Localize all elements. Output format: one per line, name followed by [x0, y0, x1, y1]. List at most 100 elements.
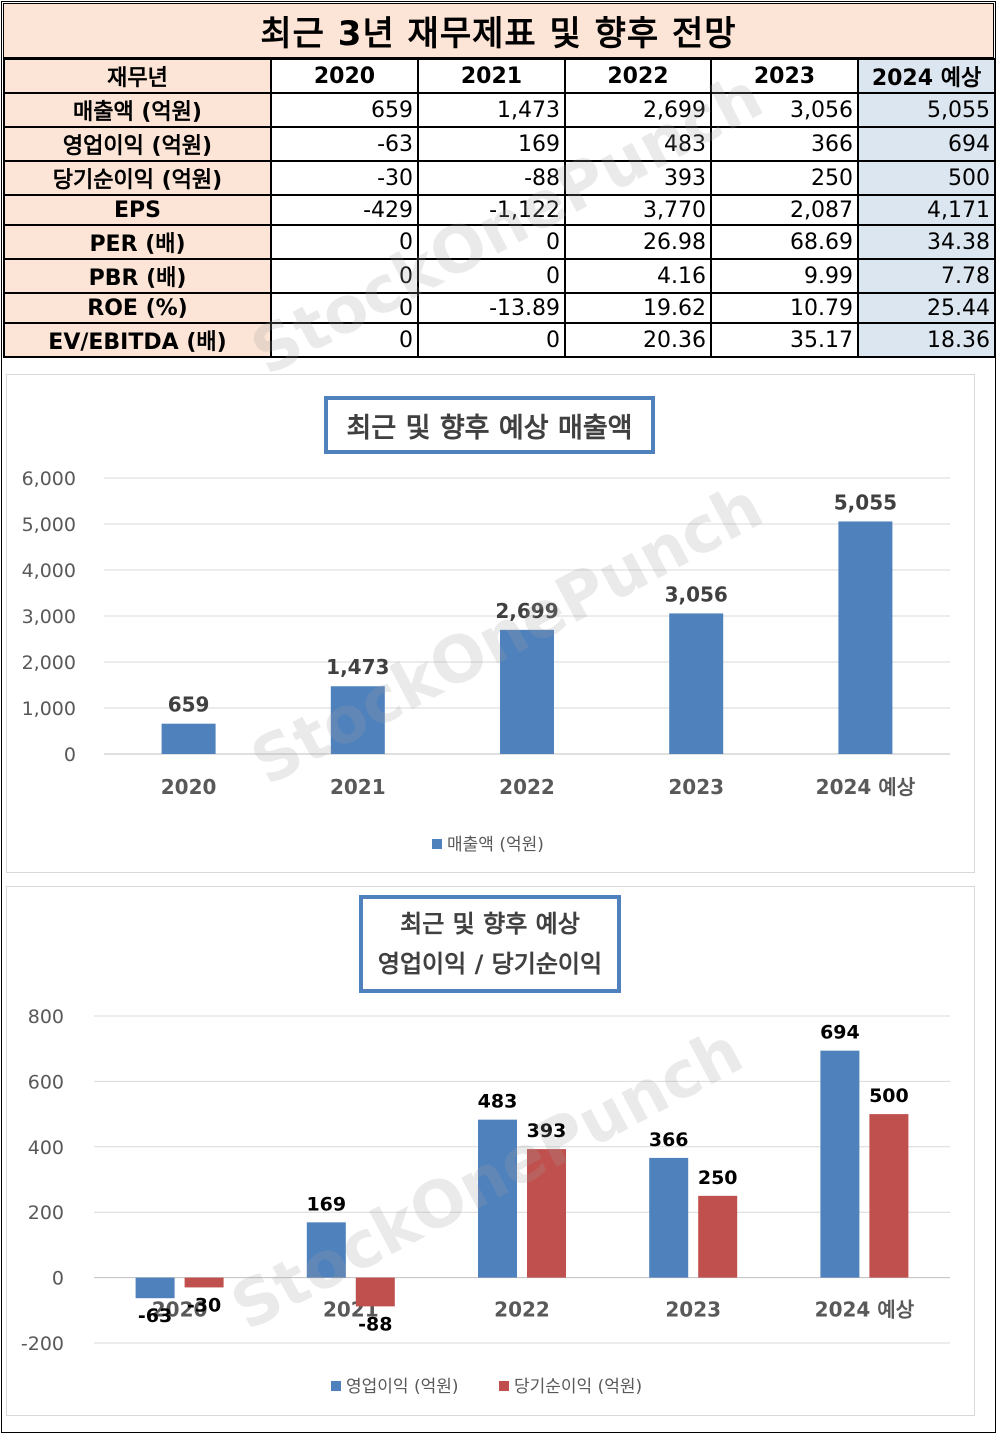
y-tick-label: 2,000 — [22, 652, 76, 674]
bar-net-profit — [527, 1149, 566, 1278]
data-label: -30 — [187, 1294, 221, 1316]
revenue-chart-panel — [6, 374, 975, 873]
data-label: 393 — [527, 1120, 567, 1142]
table-cell: 3,770 — [564, 194, 712, 226]
bar-revenue — [330, 686, 385, 754]
table-cell: 2,087 — [710, 194, 859, 226]
table-cell: 0 — [270, 292, 419, 324]
x-tick-label: 2024 예상 — [815, 1298, 915, 1322]
data-label: 250 — [698, 1167, 738, 1189]
x-tick-label: 2020 — [161, 775, 217, 799]
legend-swatch-net-profit — [499, 1381, 509, 1391]
row-label: ROE (%) — [3, 292, 272, 324]
table-corner-label: 재무년 — [3, 58, 272, 94]
table-header-row: 재무년 2020 2021 2022 2023 2024 예상 — [3, 58, 996, 94]
bar-net-profit — [355, 1277, 395, 1307]
data-label: 483 — [478, 1091, 518, 1113]
table-cell: -88 — [417, 160, 566, 196]
data-label: 5,055 — [834, 490, 897, 514]
table-cell: 19.62 — [564, 292, 712, 324]
y-tick-label: 5,000 — [22, 514, 76, 536]
table-cell: 34.38 — [857, 224, 996, 260]
y-tick-label: 3,000 — [22, 606, 76, 628]
table-cell: 25.44 — [857, 292, 996, 324]
table-cell: -429 — [270, 194, 419, 226]
table-row: EPS -429 -1,122 3,770 2,087 4,171 — [3, 194, 996, 226]
y-tick-label: 6,000 — [22, 468, 76, 490]
legend-label-operating-profit: 영업이익 (억원) — [346, 1377, 459, 1397]
data-label: 694 — [820, 1022, 860, 1044]
table-cell: 169 — [417, 126, 566, 162]
table-cell: -1,122 — [417, 194, 566, 226]
column-header: 2020 — [270, 58, 419, 94]
row-label: 매출액 (억원) — [3, 92, 272, 128]
table-cell: -13.89 — [417, 292, 566, 324]
table-row: 당기순이익 (억원) -30 -88 393 250 500 — [3, 160, 996, 196]
table-cell: 3,056 — [710, 92, 859, 128]
bar-operating-profit — [135, 1277, 175, 1299]
table-cell: 0 — [270, 258, 419, 294]
table-cell: 4,171 — [857, 194, 996, 226]
table-row: PER (배) 0 0 26.98 68.69 34.38 — [3, 224, 996, 260]
x-tick-label: 2022 — [494, 1298, 550, 1322]
data-label: 2,699 — [495, 599, 558, 623]
row-label: 영업이익 (억원) — [3, 126, 272, 162]
y-tick-label: 800 — [28, 1006, 64, 1028]
table-cell: 10.79 — [710, 292, 859, 324]
x-tick-label: 2022 — [499, 775, 555, 799]
column-header: 2021 — [417, 58, 566, 94]
bar-operating-profit — [306, 1222, 346, 1278]
bar-revenue — [838, 521, 893, 754]
x-tick-label: 2021 — [330, 775, 386, 799]
table-cell: 26.98 — [564, 224, 712, 260]
bar-revenue — [161, 723, 216, 754]
bar-net-profit — [184, 1277, 224, 1288]
data-label: 1,473 — [326, 655, 389, 679]
table-row: 매출액 (억원) 659 1,473 2,699 3,056 5,055 — [3, 92, 996, 128]
x-tick-label: 2023 — [668, 775, 724, 799]
page-title: 최근 3년 재무제표 및 향후 전망 — [3, 3, 994, 58]
y-tick-label: 0 — [52, 1268, 64, 1290]
profit-chart-title: 최근 및 향후 예상 영업이익 / 당기순이익 — [359, 895, 621, 993]
table-cell: 0 — [270, 322, 419, 358]
y-tick-label: -200 — [21, 1333, 64, 1355]
revenue-chart-title: 최근 및 향후 예상 매출액 — [324, 396, 655, 454]
table-cell: 500 — [857, 160, 996, 196]
table-row: 영업이익 (억원) -63 169 483 366 694 — [3, 126, 996, 162]
table-cell: 7.78 — [857, 258, 996, 294]
table-cell: 5,055 — [857, 92, 996, 128]
data-label: 659 — [168, 693, 210, 717]
row-label: PBR (배) — [3, 258, 272, 294]
profit-chart-title-line-2: 영업이익 / 당기순이익 — [377, 950, 603, 978]
y-tick-label: 200 — [28, 1202, 64, 1224]
table-cell: 659 — [270, 92, 419, 128]
data-label: 3,056 — [665, 582, 728, 606]
table-cell: 0 — [417, 224, 566, 260]
table-cell: 0 — [417, 258, 566, 294]
table-cell: -63 — [270, 126, 419, 162]
row-label: EV/EBITDA (배) — [3, 322, 272, 358]
column-header: 2022 — [564, 58, 712, 94]
table-cell: 1,473 — [417, 92, 566, 128]
y-tick-label: 0 — [64, 744, 76, 766]
table-cell: 35.17 — [710, 322, 859, 358]
column-header-estimate: 2024 예상 — [857, 58, 996, 94]
profit-chart-title-line-1: 최근 및 향후 예상 — [400, 910, 580, 938]
table-cell: 483 — [564, 126, 712, 162]
data-label: 366 — [649, 1129, 689, 1151]
table-cell: 393 — [564, 160, 712, 196]
data-label: 169 — [306, 1193, 346, 1215]
bar-operating-profit — [649, 1157, 689, 1278]
table-cell: 18.36 — [857, 322, 996, 358]
revenue-chart: 0 1,000 2,000 3,000 4,000 5,000 6,000 659 2020 1,… — [22, 468, 950, 855]
legend-label-revenue: 매출액 (억원) — [447, 835, 544, 855]
data-label: -88 — [358, 1313, 392, 1335]
table-cell: 20.36 — [564, 322, 712, 358]
legend-label-net-profit: 당기순이익 (억원) — [514, 1377, 642, 1397]
financial-table: 재무년 2020 2021 2022 2023 2024 예상 매출액 (억원)… — [3, 58, 996, 358]
table-cell: 694 — [857, 126, 996, 162]
data-label: -63 — [138, 1305, 172, 1327]
table-cell: 68.69 — [710, 224, 859, 260]
